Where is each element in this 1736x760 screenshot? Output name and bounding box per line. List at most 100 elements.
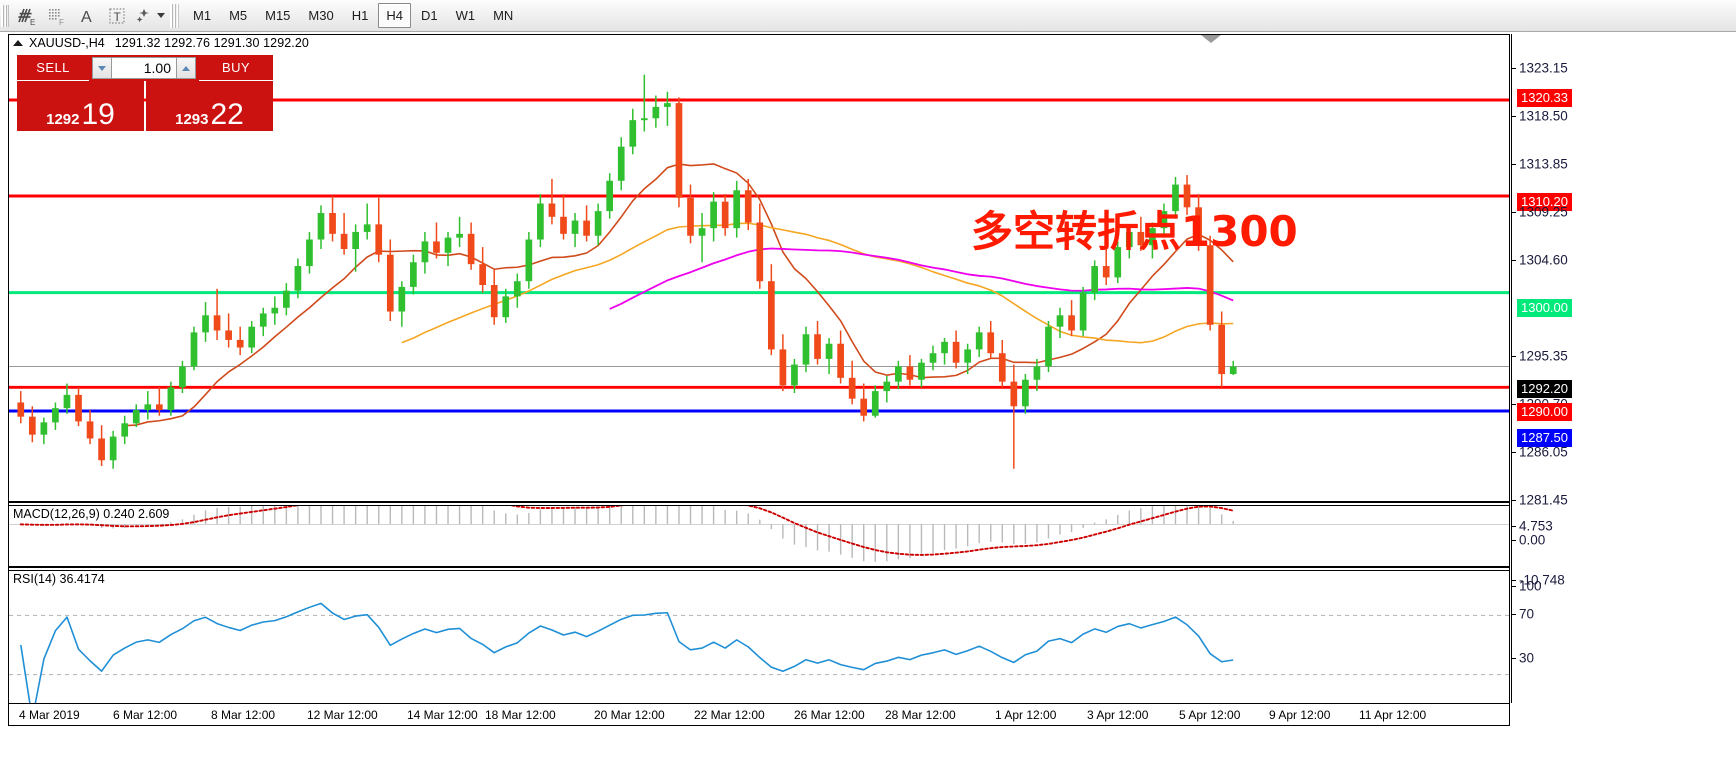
time-axis-label: 26 Mar 12:00 [794,708,865,722]
text-label-icon[interactable]: T [102,3,132,29]
time-axis[interactable]: 4 Mar 2019 6 Mar 12:00 8 Mar 12:00 12 Mar 1… [9,703,1509,725]
time-axis-label: 4 Mar 2019 [19,708,80,722]
price-scale-value: 1318.50 [1519,108,1568,124]
price-scale[interactable]: 1323.15 1320.33 1318.50 1313.85 1310.20 1309.… [1511,34,1736,726]
time-axis-label: 1 Apr 12:00 [995,708,1057,722]
scale-tick [1511,526,1516,527]
window-drag-handle[interactable] [1201,35,1221,43]
main-toolbar: E F A [0,0,1736,32]
triangle-up-icon [182,65,190,71]
scale-tick [1511,586,1516,587]
sell-price-button[interactable]: 1292 19 [17,81,144,131]
sell-price-prefix: 1292 [46,111,80,128]
time-axis-label: 28 Mar 12:00 [885,708,956,722]
scale-tick [1511,580,1516,581]
time-axis-label: 22 Mar 12:00 [694,708,765,722]
sell-button[interactable]: SELL [17,55,89,81]
time-axis-label: 11 Apr 12:00 [1359,708,1427,722]
time-axis-label: 18 Mar 12:00 [485,708,556,722]
volume-input[interactable]: 1.00 [112,57,176,79]
symbol-timeframe-label: XAUUSD-,H4 [29,36,105,50]
buy-price-pips: 22 [210,98,244,131]
time-axis-label: 8 Mar 12:00 [211,708,276,722]
svg-text:T: T [114,10,122,24]
rsi-pane[interactable]: RSI(14) 36.4174 [9,570,1509,720]
time-axis-label: 9 Apr 12:00 [1269,708,1331,722]
scale-tick [1511,212,1516,213]
price-scale-value-tag[interactable]: 1287.50 [1517,429,1572,447]
triangle-down-icon [98,65,106,71]
price-scale-value: 1309.25 [1519,204,1568,220]
crosshair-text-icon[interactable]: A [72,3,102,29]
time-axis-label: 14 Mar 12:00 [407,708,478,722]
rsi-label: RSI(14) 36.4174 [13,572,105,586]
svg-text:A: A [81,9,92,26]
price-scale-value: 1286.05 [1519,444,1568,460]
plot-area[interactable]: 多空转折点1300 MACD(12,26,9) 0.240 2.609 RSI(… [9,51,1509,725]
scale-tick [1511,658,1516,659]
timeframe-mn[interactable]: MN [493,8,514,23]
buy-button[interactable]: BUY [199,55,273,81]
scale-tick [1511,68,1516,69]
chart-info-header: XAUUSD-,H4 1291.32 1292.76 1291.30 1292.… [9,35,309,51]
chart-grid-icon[interactable]: F [42,3,72,29]
volume-decrement-button[interactable] [92,57,112,79]
time-axis-label: 3 Apr 12:00 [1087,708,1149,722]
rsi-scale-value: 70 [1519,606,1535,622]
svg-text:E: E [30,18,35,27]
time-axis-label: 5 Apr 12:00 [1179,708,1241,722]
ohlc-values: 1291.32 1292.76 1291.30 1292.20 [114,36,309,50]
toolbar-separator [170,3,179,28]
buy-price-button[interactable]: 1293 22 [146,81,273,131]
macd-scale-value: 0.00 [1519,532,1546,548]
macd-label: MACD(12,26,9) 0.240 2.609 [13,507,170,521]
macd-pane[interactable]: MACD(12,26,9) 0.240 2.609 [9,505,1509,568]
volume-stepper[interactable]: 1.00 [89,55,199,81]
macd-scale-value: -10.748 [1519,572,1565,588]
macd-scale-value: 4.753 [1519,518,1553,534]
svg-text:F: F [59,18,64,27]
macd-chart-svg [9,506,1509,562]
chevron-down-icon[interactable] [157,13,165,18]
timeframe-w1[interactable]: W1 [455,8,476,23]
timeframe-h1[interactable]: H1 [351,8,369,23]
time-axis-label: 6 Mar 12:00 [113,708,178,722]
timeframe-m1[interactable]: M1 [193,8,212,23]
price-scale-value-tag[interactable]: 1292.20 [1517,380,1572,398]
time-axis-label: 20 Mar 12:00 [594,708,665,722]
price-scale-value-tag[interactable]: 1320.33 [1517,89,1572,107]
rsi-chart-svg [9,602,1509,719]
scale-tick [1511,404,1516,405]
volume-increment-button[interactable] [176,57,196,79]
chart-canvas-window[interactable]: XAUUSD-,H4 1291.32 1292.76 1291.30 1292.… [8,34,1510,726]
price-scale-value: 1281.45 [1519,492,1568,508]
price-scale-value-tag[interactable]: 1300.00 [1517,299,1572,317]
time-axis-label: 12 Mar 12:00 [307,708,378,722]
price-scale-value: 1304.60 [1519,252,1568,268]
scale-tick [1511,540,1516,541]
scale-tick [1511,452,1516,453]
objects-icon[interactable] [132,3,156,29]
buy-price-prefix: 1293 [175,111,209,128]
price-scale-value: 1313.85 [1519,156,1568,172]
sell-price-pips: 19 [81,98,115,131]
timeframe-m30[interactable]: M30 [308,8,334,23]
indicators-icon[interactable]: E [12,3,42,29]
timeframe-m15[interactable]: M15 [265,8,291,23]
rsi-scale-value: 100 [1519,578,1542,594]
price-scale-value-tag[interactable]: 1310.20 [1517,193,1572,211]
timeframe-m5[interactable]: M5 [229,8,248,23]
timeframe-d1[interactable]: D1 [420,8,438,23]
timeframe-h4[interactable]: H4 [378,3,411,28]
one-click-trading-panel[interactable]: SELL 1.00 BUY 1292 19 1 [17,55,273,131]
scale-axis-line [1511,34,1512,703]
price-chart-svg [9,74,1509,469]
price-scale-value-tag[interactable]: 1290.00 [1517,403,1572,421]
toolbar-grip[interactable] [1,4,9,27]
rsi-scale-value: 30 [1519,650,1535,666]
scale-tick [1511,614,1516,615]
scale-tick [1511,164,1516,165]
scale-tick [1511,356,1516,357]
collapse-triangle-icon[interactable] [13,40,23,46]
